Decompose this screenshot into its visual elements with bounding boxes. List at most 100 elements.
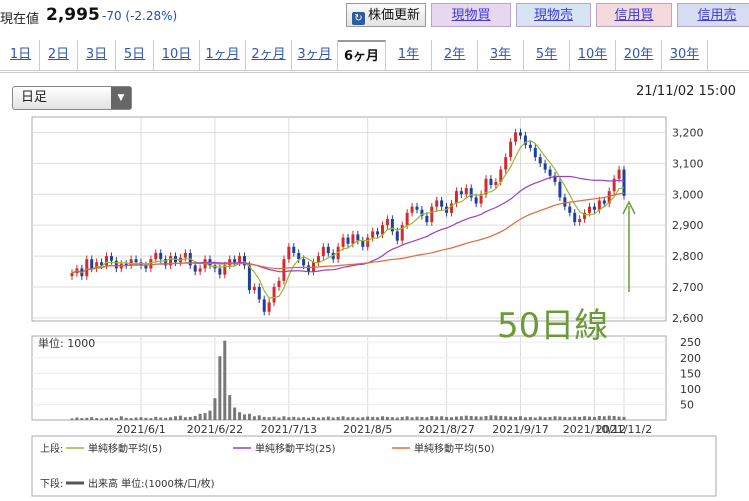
volume-bar xyxy=(105,417,108,420)
tab-period-9[interactable]: 1年 xyxy=(386,40,432,70)
candle-body xyxy=(376,231,380,235)
x-tick-label: 2021/8/27 xyxy=(418,423,474,436)
candle-body xyxy=(302,259,306,266)
sell-cash-button[interactable]: 現物売 xyxy=(516,3,591,27)
candle-body xyxy=(124,263,128,266)
candle-body xyxy=(371,231,375,238)
candle-body xyxy=(262,299,266,312)
volume-bar xyxy=(321,417,325,420)
chart-type-select[interactable]: 日足 ▼ xyxy=(12,86,132,110)
tab-period-8[interactable]: 6ヶ月 xyxy=(338,40,386,70)
volume-y-tick-label: 150 xyxy=(680,367,701,380)
chart-panel xyxy=(0,72,749,501)
candle-body xyxy=(183,253,187,258)
tab-period-3[interactable]: 5日 xyxy=(116,40,154,70)
volume-bar xyxy=(381,416,384,420)
candle-body xyxy=(607,191,611,204)
volume-bar xyxy=(223,340,227,420)
buy-margin-button[interactable]: 信用買 xyxy=(596,3,672,27)
update-price-button[interactable]: ↻ 株価更新 xyxy=(346,3,426,27)
candle-body xyxy=(514,132,518,142)
volume-bar xyxy=(607,415,611,420)
candle-body xyxy=(494,181,498,185)
volume-bar xyxy=(592,416,596,420)
sell-margin-button[interactable]: 信用売 xyxy=(677,3,749,27)
volume-bar xyxy=(361,417,365,420)
tab-period-10[interactable]: 2年 xyxy=(432,40,478,70)
volume-bar xyxy=(376,417,380,420)
tab-period-1[interactable]: 2日 xyxy=(40,40,78,70)
tab-period-12[interactable]: 5年 xyxy=(524,40,570,70)
tab-period-11[interactable]: 3年 xyxy=(478,40,524,70)
candle-body xyxy=(489,178,493,185)
volume-bar xyxy=(450,417,453,420)
candle-body xyxy=(277,280,281,287)
candle-body xyxy=(149,259,153,269)
candle-body xyxy=(316,256,320,263)
candle-body xyxy=(474,197,478,204)
candle-body xyxy=(538,157,542,164)
candle-body xyxy=(95,262,99,269)
volume-bar xyxy=(523,417,527,420)
tab-period-2[interactable]: 3日 xyxy=(78,40,116,70)
volume-y-tick-label: 100 xyxy=(680,383,701,396)
volume-bar xyxy=(164,417,168,420)
candle-body xyxy=(592,206,596,210)
candle-body xyxy=(617,169,621,179)
volume-bar xyxy=(543,417,547,420)
volume-bar xyxy=(302,417,306,420)
volume-bar xyxy=(169,417,173,420)
candle-body xyxy=(622,169,626,196)
volume-bar xyxy=(425,417,429,420)
tab-period-15[interactable]: 30年 xyxy=(662,40,708,70)
candle-body xyxy=(405,212,409,226)
volume-bar xyxy=(430,415,434,420)
volume-bar xyxy=(405,416,409,420)
candle-body xyxy=(479,194,483,204)
candle-body xyxy=(114,260,118,269)
volume-bar xyxy=(228,395,232,420)
volume-bar xyxy=(494,415,498,420)
volume-bar xyxy=(346,417,350,420)
volume-bar xyxy=(316,417,320,420)
tab-period-4[interactable]: 10日 xyxy=(154,40,200,70)
volume-bar xyxy=(100,418,104,420)
tab-period-7[interactable]: 3ヶ月 xyxy=(292,40,338,70)
candle-body xyxy=(351,234,355,244)
tab-period-5[interactable]: 1ヶ月 xyxy=(200,40,246,70)
arrow-up-icon xyxy=(622,200,636,215)
tab-period-14[interactable]: 20年 xyxy=(616,40,662,70)
volume-y-tick-label: 200 xyxy=(680,352,701,365)
volume-bar xyxy=(356,417,360,420)
volume-bar xyxy=(326,416,330,420)
candle-body xyxy=(169,256,173,266)
header-bar: 現在値 2,995 -70 (-2.28%) ↻ 株価更新 現物買 現物売 信用買… xyxy=(0,0,749,34)
tab-period-13[interactable]: 10年 xyxy=(570,40,616,70)
candle-body xyxy=(223,265,227,275)
candle-body xyxy=(282,259,286,281)
volume-bar xyxy=(287,417,291,420)
legend-box xyxy=(31,435,717,497)
candle-body xyxy=(568,206,572,213)
price-y-tick-label: 2,800 xyxy=(672,250,704,263)
buy-cash-button[interactable]: 現物買 xyxy=(431,3,511,27)
volume-bar xyxy=(351,416,355,420)
candle-body xyxy=(499,169,503,182)
candle-body xyxy=(297,253,301,260)
candle-body xyxy=(144,265,148,269)
volume-bar xyxy=(95,418,99,420)
candle-body xyxy=(420,209,424,216)
candle-body xyxy=(129,259,133,266)
candle-body xyxy=(504,157,508,170)
volume-bar xyxy=(75,417,79,420)
candle-body xyxy=(218,268,222,275)
tab-period-0[interactable]: 1日 xyxy=(2,40,40,70)
tab-period-6[interactable]: 2ヶ月 xyxy=(246,40,292,70)
candle-body xyxy=(435,200,439,207)
x-tick-label: 2021/8/5 xyxy=(343,423,392,436)
candle-body xyxy=(154,253,158,260)
volume-bar xyxy=(188,416,192,420)
candle-body xyxy=(553,175,557,182)
candle-body xyxy=(583,212,587,219)
legend-upper-label: 上段: xyxy=(40,442,63,455)
